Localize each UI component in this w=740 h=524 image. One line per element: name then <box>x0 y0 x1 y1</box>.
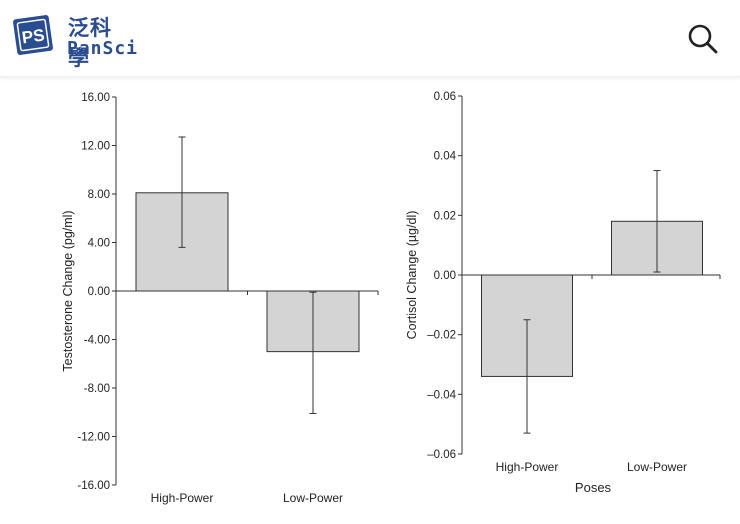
figure-panel: 16.00 12.00 8.00 4.00 0.00 -4.00 -8.00 -12.00 -1… <box>0 76 740 519</box>
cortisol-chart: 0.06 0.04 0.02 0.00 –0.02 –0.04 –0.06 High-Powe… <box>405 91 721 495</box>
y-tick-label: 16.00 <box>81 92 110 104</box>
y-tick-label: –0.06 <box>427 449 456 461</box>
x-axis-title: Poses <box>575 480 612 495</box>
site-header: PS 泛科學 PanSci <box>0 0 740 77</box>
y-tick-label: -8.00 <box>84 383 110 395</box>
pansci-logo[interactable]: PS 泛科學 PanSci <box>10 8 137 70</box>
search-icon <box>688 24 718 54</box>
y-axis-title: Testosterone Change (pg/ml) <box>61 210 75 371</box>
category-label: Low-Power <box>627 460 687 474</box>
y-tick-label: 0.00 <box>434 270 456 282</box>
y-tick-label: 0.02 <box>434 210 456 222</box>
y-tick-label: 0.06 <box>434 91 456 103</box>
search-button[interactable] <box>686 22 720 56</box>
y-tick-label: 0.00 <box>88 286 110 298</box>
y-tick-label: 4.00 <box>88 238 110 250</box>
charts-svg: 16.00 12.00 8.00 4.00 0.00 -4.00 -8.00 -12.00 -1… <box>61 91 721 505</box>
y-tick-label: -12.00 <box>77 432 110 444</box>
category-label: High-Power <box>496 460 559 474</box>
y-tick-label: 8.00 <box>88 189 110 201</box>
testosterone-chart: 16.00 12.00 8.00 4.00 0.00 -4.00 -8.00 -12.00 -1… <box>61 92 379 505</box>
logo-mark-icon: PS <box>13 15 53 55</box>
category-label: High-Power <box>151 491 214 505</box>
category-label: Low-Power <box>283 491 343 505</box>
y-tick-label: -4.00 <box>84 335 110 347</box>
logo-english-text: PanSci <box>67 38 139 59</box>
logo-chinese-text: 泛科學 <box>68 16 112 70</box>
y-tick-label: -16.00 <box>77 480 110 492</box>
logo-badge-text: PS <box>21 25 46 47</box>
y-tick-label: 0.04 <box>434 151 457 163</box>
y-axis-title: Cortisol Change (µg/dl) <box>405 211 419 340</box>
y-tick-label: –0.04 <box>427 389 456 401</box>
y-tick-label: 12.00 <box>81 141 110 153</box>
y-tick-label: –0.02 <box>427 330 456 342</box>
